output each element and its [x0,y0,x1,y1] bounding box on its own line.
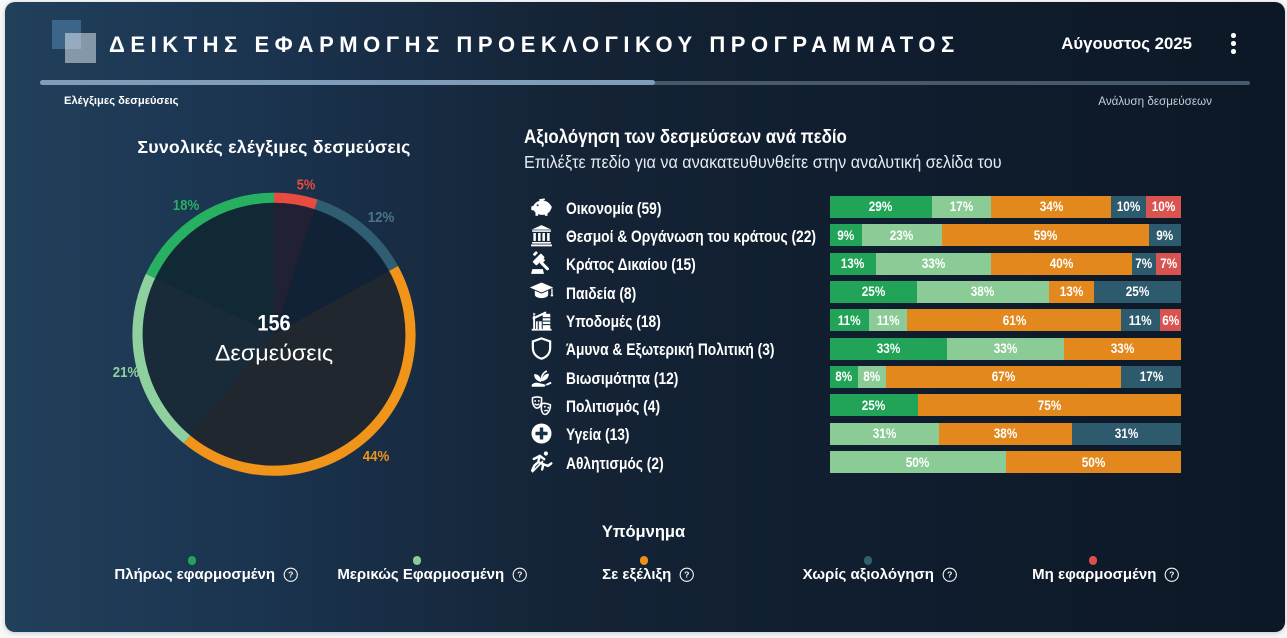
svg-text:?: ? [517,569,522,579]
svg-text:?: ? [288,569,293,579]
svg-text:156: 156 [257,310,290,335]
svg-text:Δεσμεύσεις: Δεσμεύσεις [215,341,333,366]
svg-text:44%: 44% [363,448,390,465]
svg-text:?: ? [1169,569,1174,579]
svg-text:21%: 21% [113,364,140,381]
svg-text:12%: 12% [368,209,395,226]
svg-text:?: ? [947,569,952,579]
svg-text:18%: 18% [173,197,200,214]
svg-text:5%: 5% [297,177,316,194]
svg-text:?: ? [684,569,689,579]
